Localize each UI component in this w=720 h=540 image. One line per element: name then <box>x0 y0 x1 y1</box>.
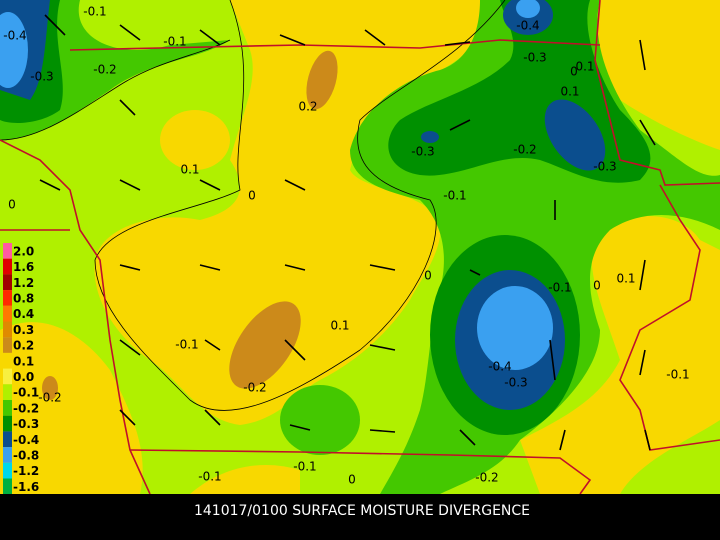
legend-label: 0.2 <box>13 339 34 353</box>
contour-label: -0.2 <box>475 471 498 485</box>
legend-swatch <box>3 415 12 432</box>
contour-label: 0 <box>348 473 356 487</box>
contour-label: -0.1 <box>293 460 316 474</box>
contour-label: -0.1 <box>666 368 689 382</box>
contour-label: 0 <box>593 279 601 293</box>
legend-swatch <box>3 305 12 322</box>
caption: 141017/0100 SURFACE MOISTURE DIVERGENCE <box>194 503 530 519</box>
contour-label: -0.3 <box>523 51 546 65</box>
wind-barbs <box>39 14 656 451</box>
contour-label: -0.2 <box>513 143 536 157</box>
caption-band <box>0 494 720 540</box>
legend-swatch <box>3 274 12 291</box>
legend-label: 0.8 <box>13 291 34 305</box>
contour-label: -0.2 <box>243 381 266 395</box>
contour-label: 0.1 <box>616 272 635 286</box>
legend-swatch <box>3 400 12 416</box>
contour-label: 0 <box>248 189 256 203</box>
contour-label: -0.1 <box>548 281 571 295</box>
field <box>0 0 720 495</box>
legend-label: 2.0 <box>13 244 34 258</box>
contour-label: -0.3 <box>30 70 53 84</box>
contour-label: 0 <box>424 269 432 283</box>
contour-label: 0.1 <box>575 60 594 74</box>
legend-label: 0.1 <box>13 354 34 368</box>
legend-label: -0.3 <box>13 417 39 431</box>
contour-label: -0.1 <box>175 338 198 352</box>
contour-labels: -0.1-0.4 -0.1-0.3 -0.20.20.100-0.3 -0.2-0.3… <box>3 5 689 487</box>
legend-swatch <box>3 290 12 306</box>
contour-label: 0.1 <box>560 85 579 99</box>
legend-label: 0.3 <box>13 323 34 337</box>
legend-swatch <box>3 447 12 463</box>
contour-label: -0.1 <box>198 470 221 484</box>
legend-label: 1.2 <box>13 276 34 290</box>
legend-label: -0.1 <box>13 386 39 400</box>
legend: 2.0 1.6 1.20.8 0.4 0.3 0.20.1 0.0 -0.1-0.2 -0.3 -… <box>3 243 39 510</box>
contour-label: 0.1 <box>180 163 199 177</box>
legend-label: 0.0 <box>13 370 34 384</box>
legend-label: -1.2 <box>13 464 39 478</box>
legend-swatch <box>3 337 12 353</box>
legend-swatch <box>3 368 12 385</box>
state-borders <box>0 0 720 495</box>
contour-label: 0.2 <box>298 100 317 114</box>
contour-label: 0.1 <box>330 319 349 333</box>
legend-swatch <box>3 431 12 448</box>
legend-label: 1.6 <box>13 260 34 274</box>
legend-swatch <box>3 478 12 495</box>
legend-swatch <box>3 243 12 259</box>
contour-label: -0.1 <box>83 5 106 19</box>
contour-label: -0.3 <box>504 376 527 390</box>
legend-swatch <box>3 258 12 275</box>
legend-swatch <box>3 352 12 369</box>
contour-label: 0 <box>8 198 16 212</box>
contour-label: -0.1 <box>443 189 466 203</box>
legend-swatch <box>3 384 12 400</box>
contour-label: -0.3 <box>593 160 616 174</box>
legend-label: 0.4 <box>13 307 34 321</box>
contour-label: -0.2 <box>93 63 116 77</box>
legend-label: -0.2 <box>13 401 39 415</box>
contour-label: -0.2 <box>38 391 61 405</box>
legend-label: -1.6 <box>13 480 39 494</box>
contour-label: -0.4 <box>516 19 539 33</box>
contour-label: -0.4 <box>488 360 511 374</box>
legend-swatch <box>3 462 12 479</box>
legend-swatch <box>3 321 12 338</box>
contour-label: -0.4 <box>3 29 26 43</box>
legend-label: -0.4 <box>13 433 39 447</box>
legend-label: -0.8 <box>13 448 39 462</box>
contour-label: -0.3 <box>411 145 434 159</box>
contour-label: -0.1 <box>163 35 186 49</box>
contour-label: 0 <box>570 65 578 79</box>
